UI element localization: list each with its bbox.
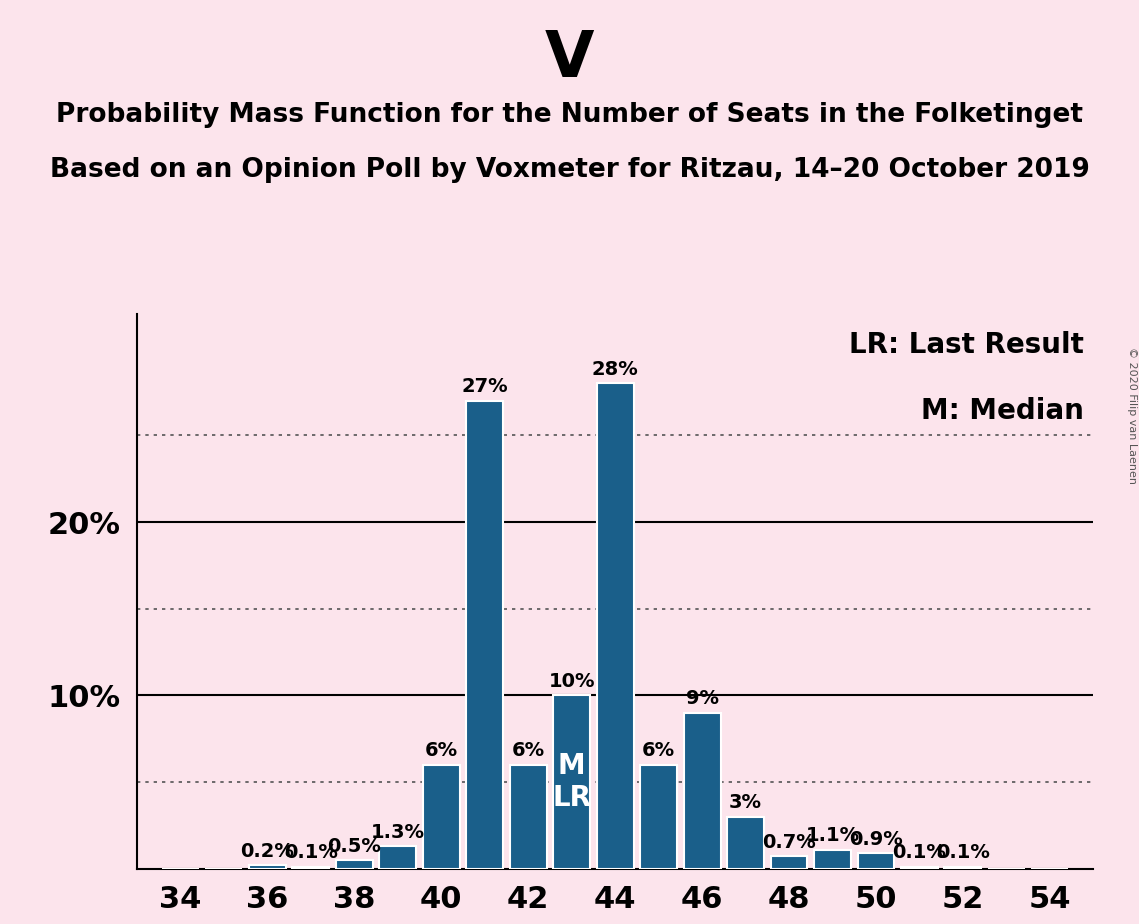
Bar bbox=[466, 401, 503, 869]
Text: LR: Last Result: LR: Last Result bbox=[849, 331, 1084, 359]
Bar bbox=[771, 857, 808, 869]
Text: 28%: 28% bbox=[591, 360, 639, 379]
Text: 0.1%: 0.1% bbox=[936, 844, 990, 862]
Bar bbox=[944, 867, 982, 869]
Text: Based on an Opinion Poll by Voxmeter for Ritzau, 14–20 October 2019: Based on an Opinion Poll by Voxmeter for… bbox=[50, 157, 1089, 183]
Bar bbox=[293, 867, 329, 869]
Text: M
LR: M LR bbox=[552, 752, 591, 812]
Bar bbox=[901, 867, 939, 869]
Text: 1.3%: 1.3% bbox=[370, 822, 425, 842]
Text: © 2020 Filip van Laenen: © 2020 Filip van Laenen bbox=[1126, 347, 1137, 484]
Bar bbox=[683, 712, 721, 869]
Bar bbox=[423, 765, 460, 869]
Text: 0.7%: 0.7% bbox=[762, 833, 816, 852]
Bar bbox=[554, 696, 590, 869]
Bar bbox=[597, 383, 633, 869]
Bar bbox=[336, 860, 372, 869]
Bar bbox=[379, 846, 416, 869]
Text: 6%: 6% bbox=[511, 741, 544, 760]
Text: 0.1%: 0.1% bbox=[284, 844, 337, 862]
Text: 0.2%: 0.2% bbox=[240, 842, 294, 861]
Text: 0.9%: 0.9% bbox=[849, 830, 903, 848]
Bar bbox=[727, 817, 764, 869]
Text: 1.1%: 1.1% bbox=[805, 826, 860, 845]
Bar bbox=[858, 853, 894, 869]
Bar bbox=[248, 865, 286, 869]
Text: 9%: 9% bbox=[686, 689, 719, 709]
Text: 0.1%: 0.1% bbox=[893, 844, 947, 862]
Bar bbox=[640, 765, 677, 869]
Text: 27%: 27% bbox=[461, 377, 508, 396]
Bar bbox=[814, 849, 851, 869]
Text: M: Median: M: Median bbox=[921, 397, 1084, 425]
Text: 6%: 6% bbox=[642, 741, 675, 760]
Text: 10%: 10% bbox=[548, 672, 595, 691]
Bar bbox=[509, 765, 547, 869]
Text: Probability Mass Function for the Number of Seats in the Folketinget: Probability Mass Function for the Number… bbox=[56, 102, 1083, 128]
Text: V: V bbox=[544, 28, 595, 90]
Text: 6%: 6% bbox=[425, 741, 458, 760]
Text: 3%: 3% bbox=[729, 793, 762, 812]
Text: 0.5%: 0.5% bbox=[327, 836, 382, 856]
